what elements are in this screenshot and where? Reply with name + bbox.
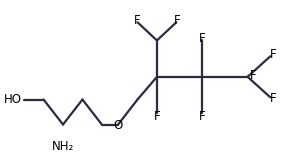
Text: F: F: [134, 14, 141, 27]
Text: F: F: [250, 69, 256, 82]
Text: F: F: [270, 48, 276, 61]
Text: F: F: [174, 14, 180, 27]
Text: F: F: [199, 32, 206, 45]
Text: NH₂: NH₂: [52, 140, 74, 153]
Text: F: F: [270, 92, 276, 105]
Text: O: O: [113, 119, 123, 132]
Text: F: F: [199, 110, 206, 123]
Text: HO: HO: [4, 93, 22, 106]
Text: F: F: [154, 110, 160, 123]
